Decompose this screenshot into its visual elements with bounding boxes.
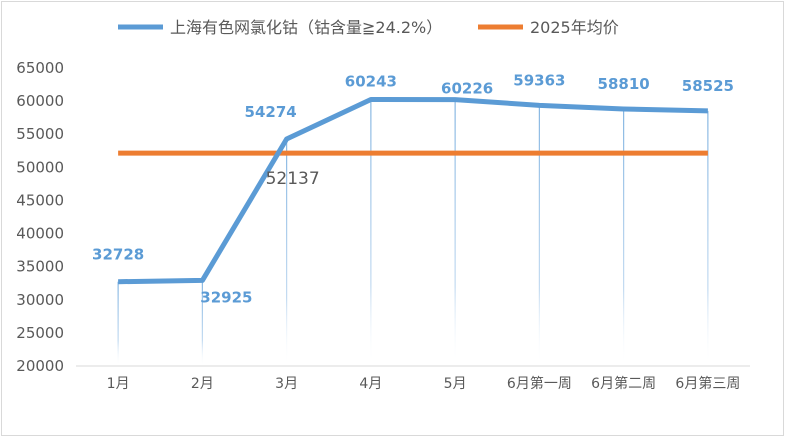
data-label-series-1: 54274: [245, 103, 297, 121]
y-tick-label: 30000: [16, 291, 64, 309]
y-tick-label: 35000: [16, 258, 64, 276]
y-axis-labels: 20000 25000 30000 35000 40000 45000 50000 55000…: [16, 59, 64, 375]
drop-line: [201, 280, 203, 366]
data-label-series-1: 60243: [345, 73, 397, 91]
data-label-series-1: 58810: [598, 75, 650, 93]
data-label-series-1: 58525: [682, 77, 734, 95]
y-tick-label: 20000: [16, 357, 64, 375]
legend-label-series-2: 2025年均价: [530, 18, 619, 37]
data-label-series-1: 32728: [92, 246, 144, 264]
x-tick-label: 5月: [444, 376, 467, 392]
legend: 上海有色网氯化钴（钴含量≧24.2%） 2025年均价: [118, 18, 619, 37]
series-line-cobalt-chloride: [118, 97, 708, 285]
x-tick-label: 6月第二周: [591, 375, 656, 392]
legend-label-series-1: 上海有色网氯化钴（钴含量≧24.2%）: [170, 18, 442, 37]
y-tick-label: 55000: [16, 125, 64, 143]
drop-line: [370, 99, 372, 367]
y-tick-label: 40000: [16, 225, 64, 243]
x-tick-label: 3月: [275, 376, 298, 392]
drop-line: [538, 105, 540, 366]
drop-line: [623, 108, 625, 367]
y-tick-label: 60000: [16, 92, 64, 110]
data-label-series-1: 32925: [200, 288, 252, 306]
y-tick-label: 65000: [16, 59, 64, 77]
x-tick-label: 1月: [107, 376, 130, 392]
data-label-series-1: 59363: [513, 71, 565, 89]
drop-lines: [117, 99, 709, 367]
drop-line: [286, 139, 288, 366]
y-tick-label: 50000: [16, 158, 64, 176]
y-tick-label: 25000: [16, 324, 64, 342]
y-tick-label: 45000: [16, 191, 64, 209]
x-tick-label: 4月: [359, 376, 382, 392]
x-tick-label: 6月第一周: [507, 375, 572, 392]
drop-line: [707, 110, 709, 366]
data-label-series-2: 52137: [266, 169, 320, 189]
data-labels: 32728 32925 54274 60243 60226 59363 58810 58525…: [92, 71, 734, 306]
x-axis-labels: 1月 2月 3月 4月 5月 6月第一周 6月第二周 6月第三周: [107, 375, 741, 392]
series-lines: [118, 97, 708, 285]
x-tick-label: 2月: [191, 376, 214, 392]
drop-line: [117, 281, 119, 366]
x-tick-label: 6月第三周: [675, 375, 740, 392]
data-label-series-1: 60226: [441, 80, 493, 98]
drop-line: [454, 99, 456, 366]
